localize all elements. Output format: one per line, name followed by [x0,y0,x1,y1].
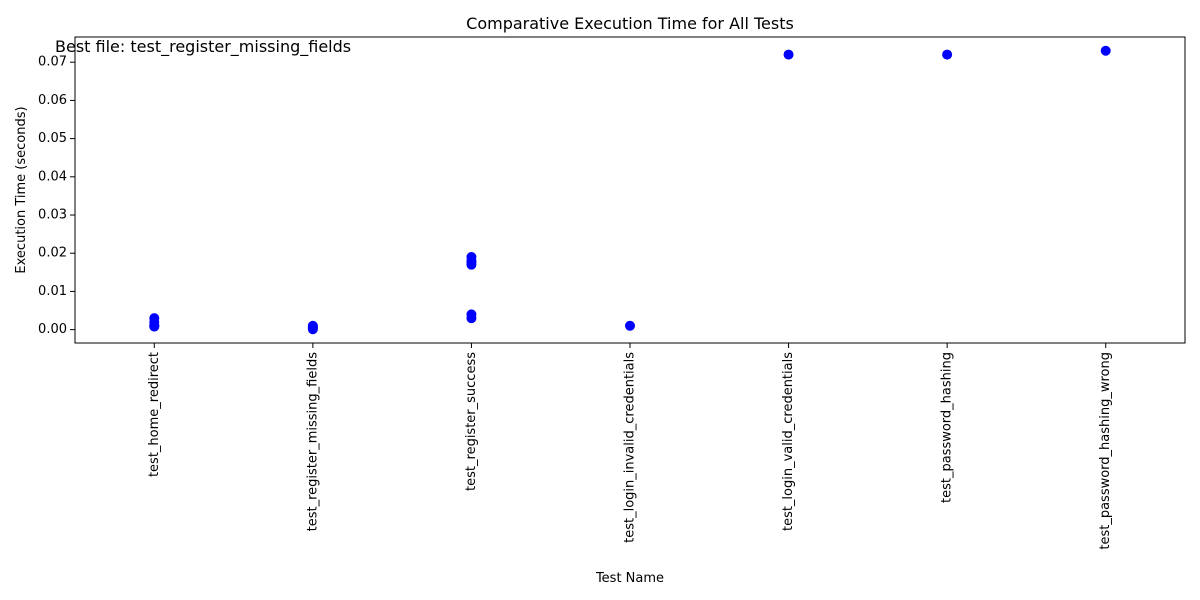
chart-title: Comparative Execution Time for All Tests [466,14,794,33]
y-tick-label: 0.07 [38,55,67,70]
y-tick-label: 0.01 [38,284,67,299]
x-tick-label: test_register_missing_fields [305,352,320,532]
data-point [307,324,318,335]
y-tick-label: 0.06 [38,93,67,108]
data-point [149,321,160,332]
data-point [1100,45,1111,56]
data-point [466,259,477,270]
plot-frame [74,36,1186,344]
y-tick-label: 0.04 [38,169,67,184]
x-axis-ticks: test_home_redirect test_register_missing_… [147,343,1113,550]
y-axis-ticks: 0.00 0.01 0.02 0.03 0.04 0.05 0.06 0.07 [38,55,75,337]
y-axis-label: Execution Time (seconds) [14,106,29,273]
x-tick-label: test_password_hashing [940,352,955,503]
data-point [625,320,635,331]
plot-area [74,36,1186,344]
data-points [149,45,1111,335]
best-file-annotation: Best file: test_register_missing_fields [55,37,351,57]
y-tick-label: 0.03 [38,208,67,223]
x-tick-label: test_login_valid_credentials [781,352,796,531]
x-tick-label: test_register_success [464,352,479,491]
y-tick-label: 0.02 [38,246,67,261]
y-tick-label: 0.05 [38,131,67,146]
data-point [466,313,477,324]
x-tick-label: test_login_invalid_credentials [623,352,638,543]
data-point [783,49,794,60]
x-axis-label: Test Name [595,571,664,586]
y-tick-label: 0.00 [38,322,67,337]
x-tick-label: test_home_redirect [147,352,162,477]
data-point [942,49,953,60]
x-tick-label: test_password_hashing_wrong [1098,352,1113,550]
